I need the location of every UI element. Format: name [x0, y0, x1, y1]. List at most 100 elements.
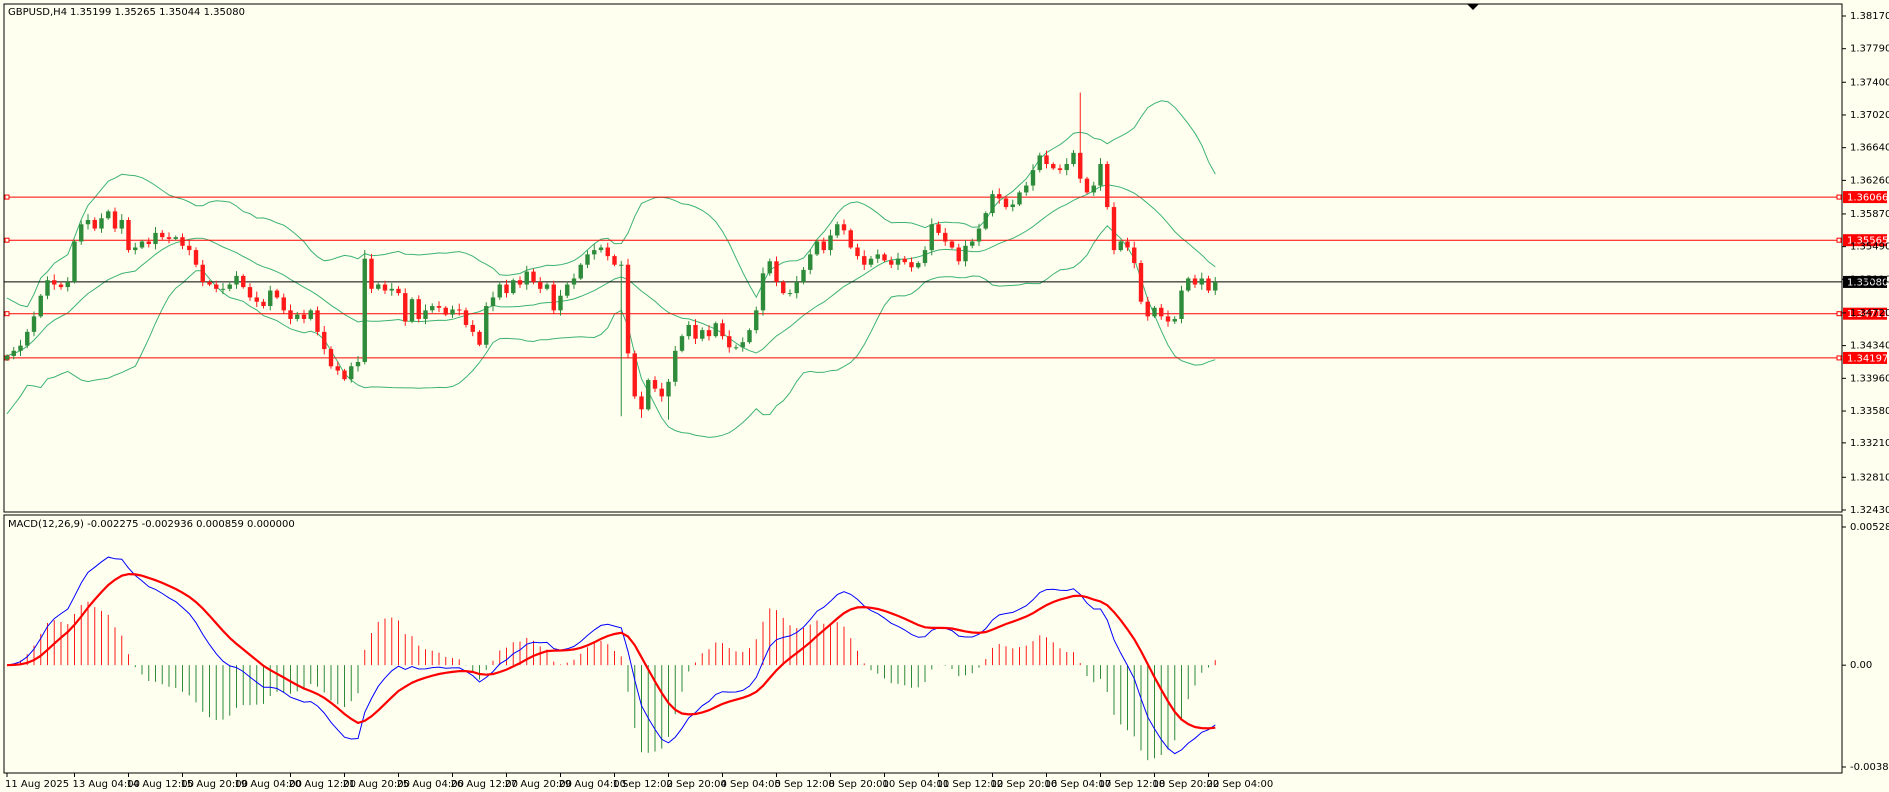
chart-shift-marker-icon[interactable]	[1467, 4, 1479, 10]
level-price-label: 1.36066	[1847, 193, 1888, 204]
candle-body	[1037, 155, 1042, 171]
candle-body	[632, 353, 637, 397]
candle-body	[166, 237, 172, 239]
candle-body	[126, 219, 131, 251]
candle-body	[389, 288, 394, 291]
candle-body	[1017, 192, 1022, 205]
candle-body	[1044, 155, 1049, 165]
candle-body	[700, 330, 705, 339]
candle-body	[956, 247, 961, 262]
candle-body	[322, 331, 327, 350]
candle-body	[1010, 204, 1015, 208]
candle-body	[193, 250, 199, 265]
macd-main-line	[6, 556, 1216, 755]
candle-body	[1132, 247, 1137, 263]
candle-body	[18, 345, 23, 351]
candle-body	[524, 271, 529, 285]
candle-body	[767, 261, 772, 274]
price-tick-label: 1.36640	[1850, 143, 1889, 154]
candle-body	[355, 361, 361, 367]
candle-body	[970, 241, 975, 246]
candle-body	[821, 241, 826, 251]
level-handle-left[interactable]	[4, 311, 10, 317]
candle-body	[497, 284, 502, 298]
candle-body	[544, 284, 550, 289]
candle-body	[578, 264, 583, 279]
candle-body	[1071, 152, 1076, 165]
time-tick-label: 15 Aug 20:00	[181, 779, 248, 790]
candle-body	[1179, 290, 1184, 319]
price-pane[interactable]: 1.36066 1.35565 1.34711 1.34197 1.35080 1.38…	[3, 3, 1889, 516]
level-handle-right[interactable]	[1836, 311, 1842, 317]
candle-body	[1024, 185, 1029, 193]
candle-body	[733, 347, 739, 349]
level-price-label: 1.35565	[1847, 236, 1888, 247]
candle-body	[963, 245, 968, 262]
candle-body	[997, 194, 1002, 199]
time-tick-label: 18 Sep 20:00	[1153, 779, 1220, 790]
time-tick-label: 8 Sep 20:00	[829, 779, 889, 790]
level-price-tag	[1843, 191, 1887, 204]
time-tick-label: 13 Aug 04:00	[73, 779, 140, 790]
time-tick-label: 21 Aug 20:00	[343, 779, 410, 790]
candle-body	[801, 269, 806, 282]
candle-body	[706, 330, 712, 337]
candle-body	[369, 258, 374, 289]
candle-body	[423, 310, 428, 319]
candle-body	[58, 284, 64, 288]
candle-body	[882, 254, 887, 261]
level-handle-right[interactable]	[1836, 194, 1842, 200]
candle-body	[862, 256, 867, 265]
candle-body	[490, 297, 496, 307]
price-tick-label: 1.33960	[1850, 373, 1889, 384]
level-price-tag	[1843, 351, 1887, 364]
candle-body	[936, 224, 941, 233]
level-handle-left[interactable]	[4, 237, 10, 243]
candle-body	[868, 258, 874, 265]
level-handle-left[interactable]	[4, 194, 10, 200]
time-tick-label: 5 Sep 12:00	[775, 779, 835, 790]
candle-body	[625, 264, 631, 354]
candle-body	[11, 350, 16, 356]
candle-body	[1118, 241, 1123, 251]
macd-tick-label: 0.00	[1850, 660, 1872, 671]
price-tick-label: 1.35110	[1850, 274, 1889, 285]
time-tick-label: 14 Aug 12:00	[127, 779, 194, 790]
candle-body	[693, 324, 698, 339]
level-handle-right[interactable]	[1836, 237, 1842, 243]
candle-body	[943, 232, 948, 242]
candle-body	[99, 218, 104, 229]
candle-body	[1125, 241, 1130, 248]
candle-body	[794, 281, 799, 294]
macd-pane[interactable]: 0.005287 0.00 -0.003896 MACD(12,26,9) -0.0…	[3, 514, 1889, 774]
candle-body	[187, 245, 192, 251]
candle-body	[612, 256, 617, 265]
current-price-label: 1.35080	[1847, 277, 1888, 288]
price-tick-label: 1.32430	[1850, 505, 1889, 516]
candle-body	[376, 284, 381, 289]
candle-body	[416, 299, 421, 319]
candle-body	[281, 297, 286, 311]
time-tick-label: 16 Sep 04:00	[1045, 779, 1112, 790]
candle-body	[511, 280, 516, 294]
macd-tick-label: -0.003896	[1850, 762, 1889, 773]
macd-label: MACD(12,26,9) -0.002275 -0.002936 0.0008…	[8, 519, 295, 530]
lower-band-line	[6, 225, 1216, 438]
level-handle-right[interactable]	[1836, 355, 1842, 361]
candle-body	[916, 263, 921, 268]
candle-body	[720, 323, 725, 337]
candle-body	[234, 275, 239, 285]
candle-body	[889, 260, 894, 265]
candle-body	[902, 258, 907, 263]
candle-body	[652, 380, 658, 389]
candles	[4, 92, 1218, 420]
candle-body	[1003, 198, 1009, 208]
candle-body	[1105, 164, 1110, 208]
price-tick-label: 1.32810	[1850, 472, 1889, 483]
price-tick-label: 1.34340	[1850, 341, 1889, 352]
candle-body	[470, 324, 475, 332]
price-tick-label: 1.37020	[1850, 110, 1889, 121]
candle-body	[875, 254, 880, 259]
